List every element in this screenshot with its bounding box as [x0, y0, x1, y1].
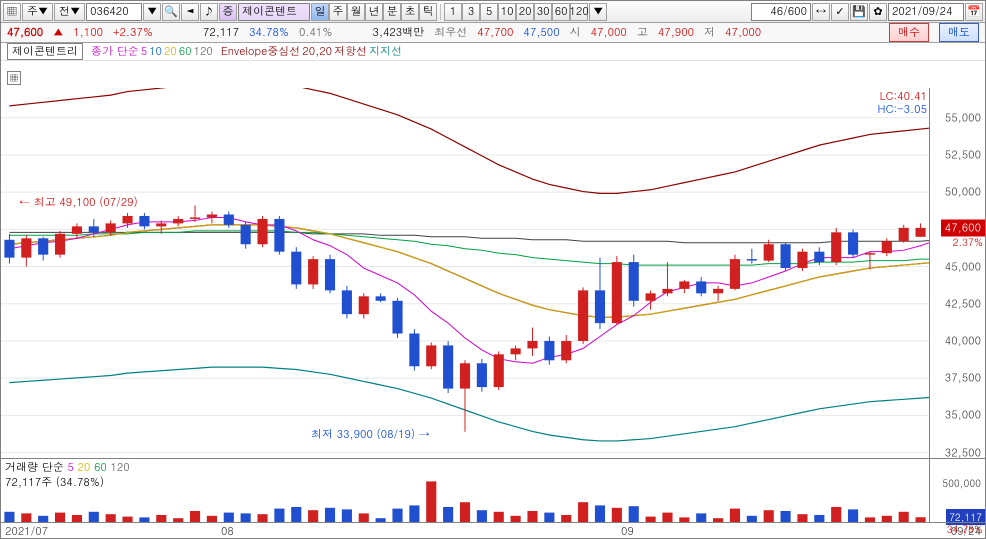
save-icon[interactable]: 💾 [850, 3, 868, 21]
grid-icon[interactable]: ▦ [3, 3, 21, 21]
calendar-icon[interactable]: 📅 [965, 3, 983, 21]
price-change: 1,100 [73, 25, 103, 40]
interval-button-30[interactable]: 30 [534, 3, 552, 21]
chart-container: ← 최고 49,100 (07/29) 최저 33,900 (08/19) → … [1, 88, 985, 538]
price-infobar: 47,600 ▲ 1,100 +2.37% 72,117 34.78% 0.41… [1, 23, 985, 43]
low-label: 저 [704, 25, 715, 40]
interval-button-60[interactable]: 60 [552, 3, 570, 21]
price-pct: +2.37% [113, 25, 153, 40]
open-price: 47,000 [591, 25, 627, 40]
low-annotation: 최저 33,900 (08/19) → [311, 427, 430, 442]
ma-label: 종가 단순 5 10 20 60 120 [91, 44, 213, 59]
search-icon[interactable]: 🔍 [162, 3, 180, 21]
chart-legend: 제이콘텐트리 종가 단순 5 10 20 60 120 Envelope중심선 … [1, 43, 985, 61]
x-axis: 2021/07080909/24 [1, 522, 985, 538]
volume-pct: 34.78% [249, 25, 289, 40]
dropdown-2[interactable]: 전 ▼ [54, 3, 85, 21]
price-chart[interactable]: ← 최고 49,100 (07/29) 최저 33,900 (08/19) → … [1, 88, 929, 458]
price-y-axis: 32,50035,00037,50040,00042,50045,00047,5… [929, 88, 985, 458]
volume-y-axis: 500,00072,11734.78% [929, 459, 985, 522]
filter-icon[interactable]: 증 [219, 3, 237, 21]
date-input[interactable] [888, 3, 964, 21]
volume-legend: 거래량 단순 5 20 60 120 72,117주 (34.78%) [5, 460, 130, 490]
chart-icon[interactable]: ◄ [181, 3, 199, 21]
period-button-틱[interactable]: 틱 [419, 3, 437, 21]
settings-icon[interactable]: ✿ [869, 3, 887, 21]
interval-button-1[interactable]: 1 [444, 3, 462, 21]
lc-hc-labels: LC:40.41 HC:-3.05 [878, 90, 927, 116]
interval-button-120[interactable]: 120 [570, 3, 588, 21]
sound-icon[interactable]: ♪ [200, 3, 218, 21]
period-button-일[interactable]: 일 [311, 3, 329, 21]
num-dropdown[interactable]: ▼ [589, 3, 607, 21]
tool-icon-1[interactable]: ↔ [812, 3, 830, 21]
period-button-월[interactable]: 월 [347, 3, 365, 21]
amount: 3,423백만 [372, 25, 424, 40]
current-price: 47,600 [7, 25, 43, 40]
period-button-초[interactable]: 초 [401, 3, 419, 21]
period-button-년[interactable]: 년 [365, 3, 383, 21]
chart-type-icon[interactable]: ▦ [7, 71, 21, 85]
interval-button-5[interactable]: 5 [480, 3, 498, 21]
sell-button[interactable]: 매도 [939, 23, 979, 42]
period-button-분[interactable]: 분 [383, 3, 401, 21]
stock-name [238, 3, 310, 21]
low-price: 47,000 [725, 25, 761, 40]
high-label: 고 [637, 25, 648, 40]
bid-price: 47,500 [523, 25, 559, 40]
stock-chart-app: ▦ 주 ▼ 전 ▼ ▼ 🔍 ◄ ♪ 증 일주월년분초틱 135102030601… [0, 0, 986, 539]
period-button-주[interactable]: 주 [329, 3, 347, 21]
priority-label: 최우선 [434, 25, 467, 40]
tool-icon-2[interactable]: ✓ [831, 3, 849, 21]
code-dropdown-icon[interactable]: ▼ [143, 3, 161, 21]
volume-chart[interactable]: 거래량 단순 5 20 60 120 72,117주 (34.78%) [1, 459, 929, 522]
volume: 72,117 [203, 25, 239, 40]
open-label: 시 [570, 25, 581, 40]
buy-button[interactable]: 매수 [889, 23, 929, 42]
volume-ratio: 0.41% [299, 25, 332, 40]
interval-button-3[interactable]: 3 [462, 3, 480, 21]
high-annotation: ← 최고 49,100 (07/29) [19, 195, 138, 210]
stock-code-input[interactable] [86, 3, 142, 21]
high-price: 47,900 [658, 25, 694, 40]
legend-stock-name: 제이콘텐트리 [7, 43, 83, 60]
toolbar: ▦ 주 ▼ 전 ▼ ▼ 🔍 ◄ ♪ 증 일주월년분초틱 135102030601… [1, 1, 985, 23]
position-input[interactable] [751, 3, 811, 21]
price-arrow: ▲ [53, 25, 63, 40]
interval-button-10[interactable]: 10 [498, 3, 516, 21]
interval-button-20[interactable]: 20 [516, 3, 534, 21]
ask-price: 47,700 [477, 25, 513, 40]
dropdown-1[interactable]: 주 ▼ [22, 3, 53, 21]
env-label: Envelope중심선 20,20 저항선 지지선 [221, 44, 402, 59]
